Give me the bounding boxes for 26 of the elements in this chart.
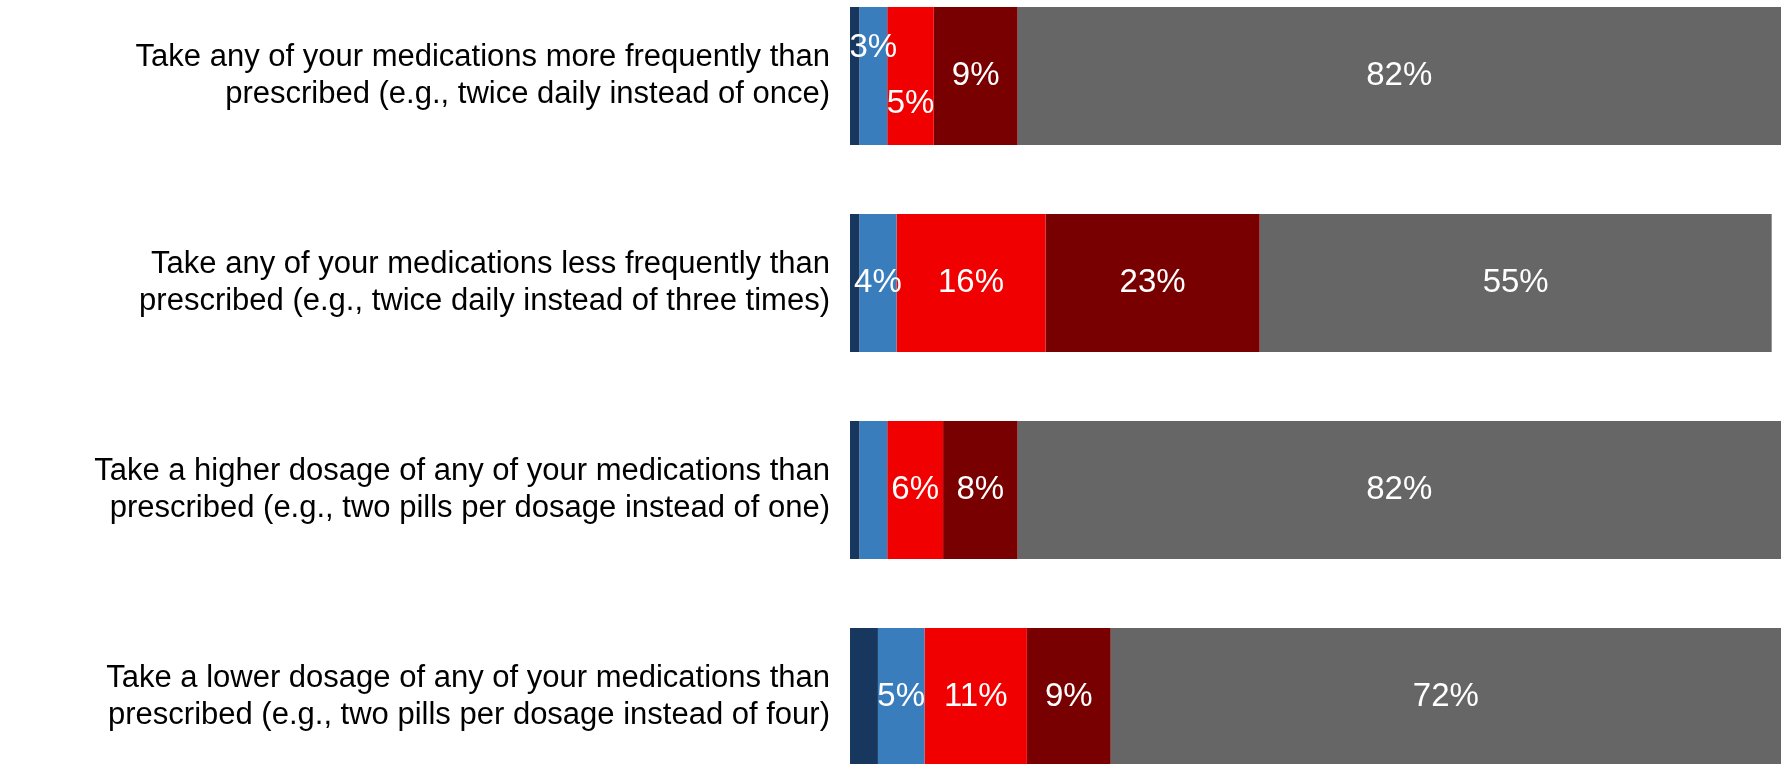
y-tick-label: Take a lower dosage of any of your medications than prescribed (e.g., two pills per dosage instead of four) <box>106 658 830 732</box>
bar <box>850 420 860 560</box>
bar <box>1259 213 1772 353</box>
data-label: 9% <box>1044 676 1093 714</box>
bar <box>887 420 944 560</box>
bar <box>859 420 888 560</box>
data-label: 5% <box>877 676 926 714</box>
bar <box>1017 6 1781 146</box>
data-label: 72% <box>1412 676 1479 714</box>
bar <box>1017 420 1781 560</box>
data-label: 82% <box>1366 469 1433 507</box>
data-label: 82% <box>1366 55 1433 93</box>
data-label: 6% <box>891 469 940 507</box>
bar <box>1045 213 1260 353</box>
data-label: 16% <box>938 262 1005 300</box>
y-tick-label: Take any of your medications more frequently than prescribed (e.g., twice daily instead of once) <box>135 37 830 111</box>
data-label: 55% <box>1482 262 1549 300</box>
data-label: 8% <box>956 469 1005 507</box>
data-label: 5% <box>886 82 935 120</box>
bar <box>933 6 1018 146</box>
data-label: 9% <box>951 55 1000 93</box>
data-label: 23% <box>1119 262 1186 300</box>
y-tick-label: Take a higher dosage of any of your medications than prescribed (e.g., two pills per dosage instead of one) <box>94 451 830 525</box>
data-label: 11% <box>943 676 1008 714</box>
bar <box>943 420 1018 560</box>
y-tick-label: Take any of your medications less frequently than prescribed (e.g., twice daily instead of three times) <box>139 244 830 318</box>
